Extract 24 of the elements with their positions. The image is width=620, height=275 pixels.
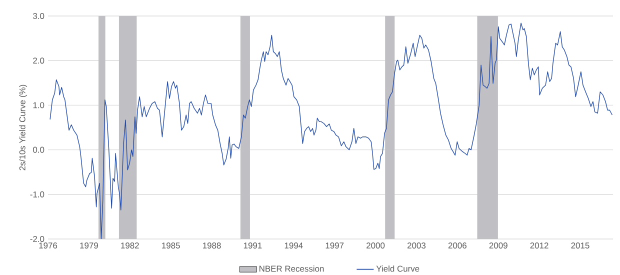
y-tick-label: 0.0: [33, 146, 44, 153]
y-tick-label: 3.0: [33, 13, 44, 19]
legend-label: Yield Curve: [376, 265, 420, 272]
x-tick-label: 2006: [448, 242, 466, 249]
x-tick-label: 2012: [530, 242, 548, 249]
y-tick-label: -2.0: [30, 236, 44, 242]
x-tick-label: 2000: [366, 242, 385, 249]
y-tick-label: 1.0: [33, 102, 44, 108]
y-tick-label: -1.0: [30, 191, 44, 198]
x-tick-label: 1979: [80, 242, 98, 249]
x-tick-label: 1985: [162, 242, 180, 249]
x-tick-label: 1994: [284, 242, 303, 249]
x-tick-label: 2009: [489, 242, 508, 249]
x-tick-label: 1976: [39, 242, 58, 249]
x-tick-label: 2015: [571, 242, 590, 249]
x-tick-label: 1988: [202, 242, 221, 249]
y-tick-label: 2.0: [33, 58, 44, 64]
line-series: [50, 22, 613, 239]
legend-label: NBER Recession: [260, 265, 324, 272]
y-axis-title: 2s/10s Yield Curve (%): [19, 84, 28, 170]
x-tick-label: 2003: [407, 242, 426, 249]
x-tick-label: 1997: [326, 242, 344, 249]
x-tick-label: 1991: [244, 242, 262, 249]
x-tick-label: 1982: [121, 242, 139, 249]
